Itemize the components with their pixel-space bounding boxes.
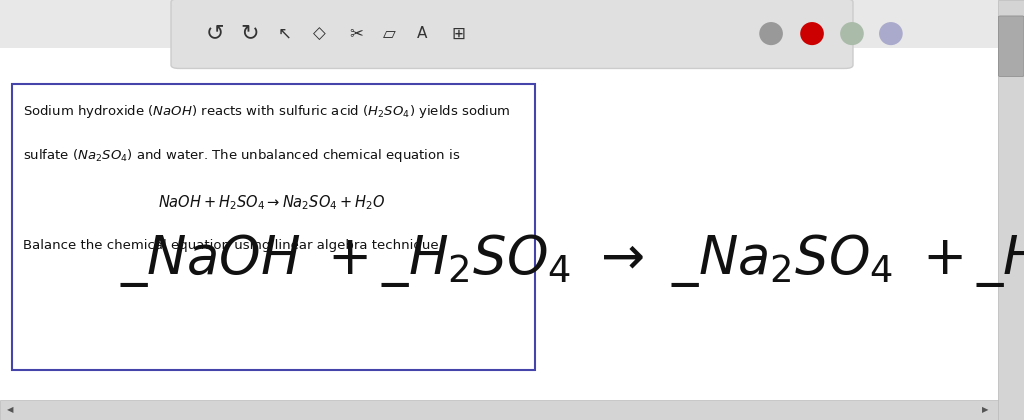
Ellipse shape xyxy=(759,22,783,45)
Text: Balance the chemical equation using linear algebra technique.: Balance the chemical equation using line… xyxy=(23,239,442,252)
Text: Sodium hydroxide ($\it{NaOH}$) reacts with sulfuric acid ($\it{H_2SO_4}$) yields: Sodium hydroxide ($\it{NaOH}$) reacts wi… xyxy=(23,103,510,120)
Ellipse shape xyxy=(840,22,864,45)
Text: ↻: ↻ xyxy=(241,24,259,44)
Text: ↺: ↺ xyxy=(206,24,224,44)
FancyBboxPatch shape xyxy=(998,16,1024,76)
Bar xyxy=(0,400,998,420)
Text: ▶: ▶ xyxy=(982,405,988,415)
FancyBboxPatch shape xyxy=(171,0,853,68)
Text: $NaOH + H_2SO_4 \rightarrow Na_2SO_4 + H_2O$: $NaOH + H_2SO_4 \rightarrow Na_2SO_4 + H… xyxy=(158,193,385,212)
Ellipse shape xyxy=(800,22,824,45)
Bar xyxy=(12,84,535,370)
Text: ⊞: ⊞ xyxy=(452,25,466,42)
Text: sulfate ($\it{Na_2SO_4}$) and water. The unbalanced chemical equation is: sulfate ($\it{Na_2SO_4}$) and water. The… xyxy=(23,147,460,164)
Bar xyxy=(0,48,998,401)
Text: $\_NaOH\ +\_H_2SO_4\ \rightarrow\ \_Na_2SO_4\ +\_H_2O$: $\_NaOH\ +\_H_2SO_4\ \rightarrow\ \_Na_2… xyxy=(120,232,1024,289)
Text: ◀: ◀ xyxy=(7,405,13,415)
Text: ✂: ✂ xyxy=(349,25,364,42)
Bar xyxy=(998,0,1024,420)
Ellipse shape xyxy=(879,22,903,45)
Text: A: A xyxy=(417,26,427,41)
Text: ↖: ↖ xyxy=(278,25,292,42)
Text: ◇: ◇ xyxy=(313,25,326,42)
Text: ▱: ▱ xyxy=(383,25,395,42)
